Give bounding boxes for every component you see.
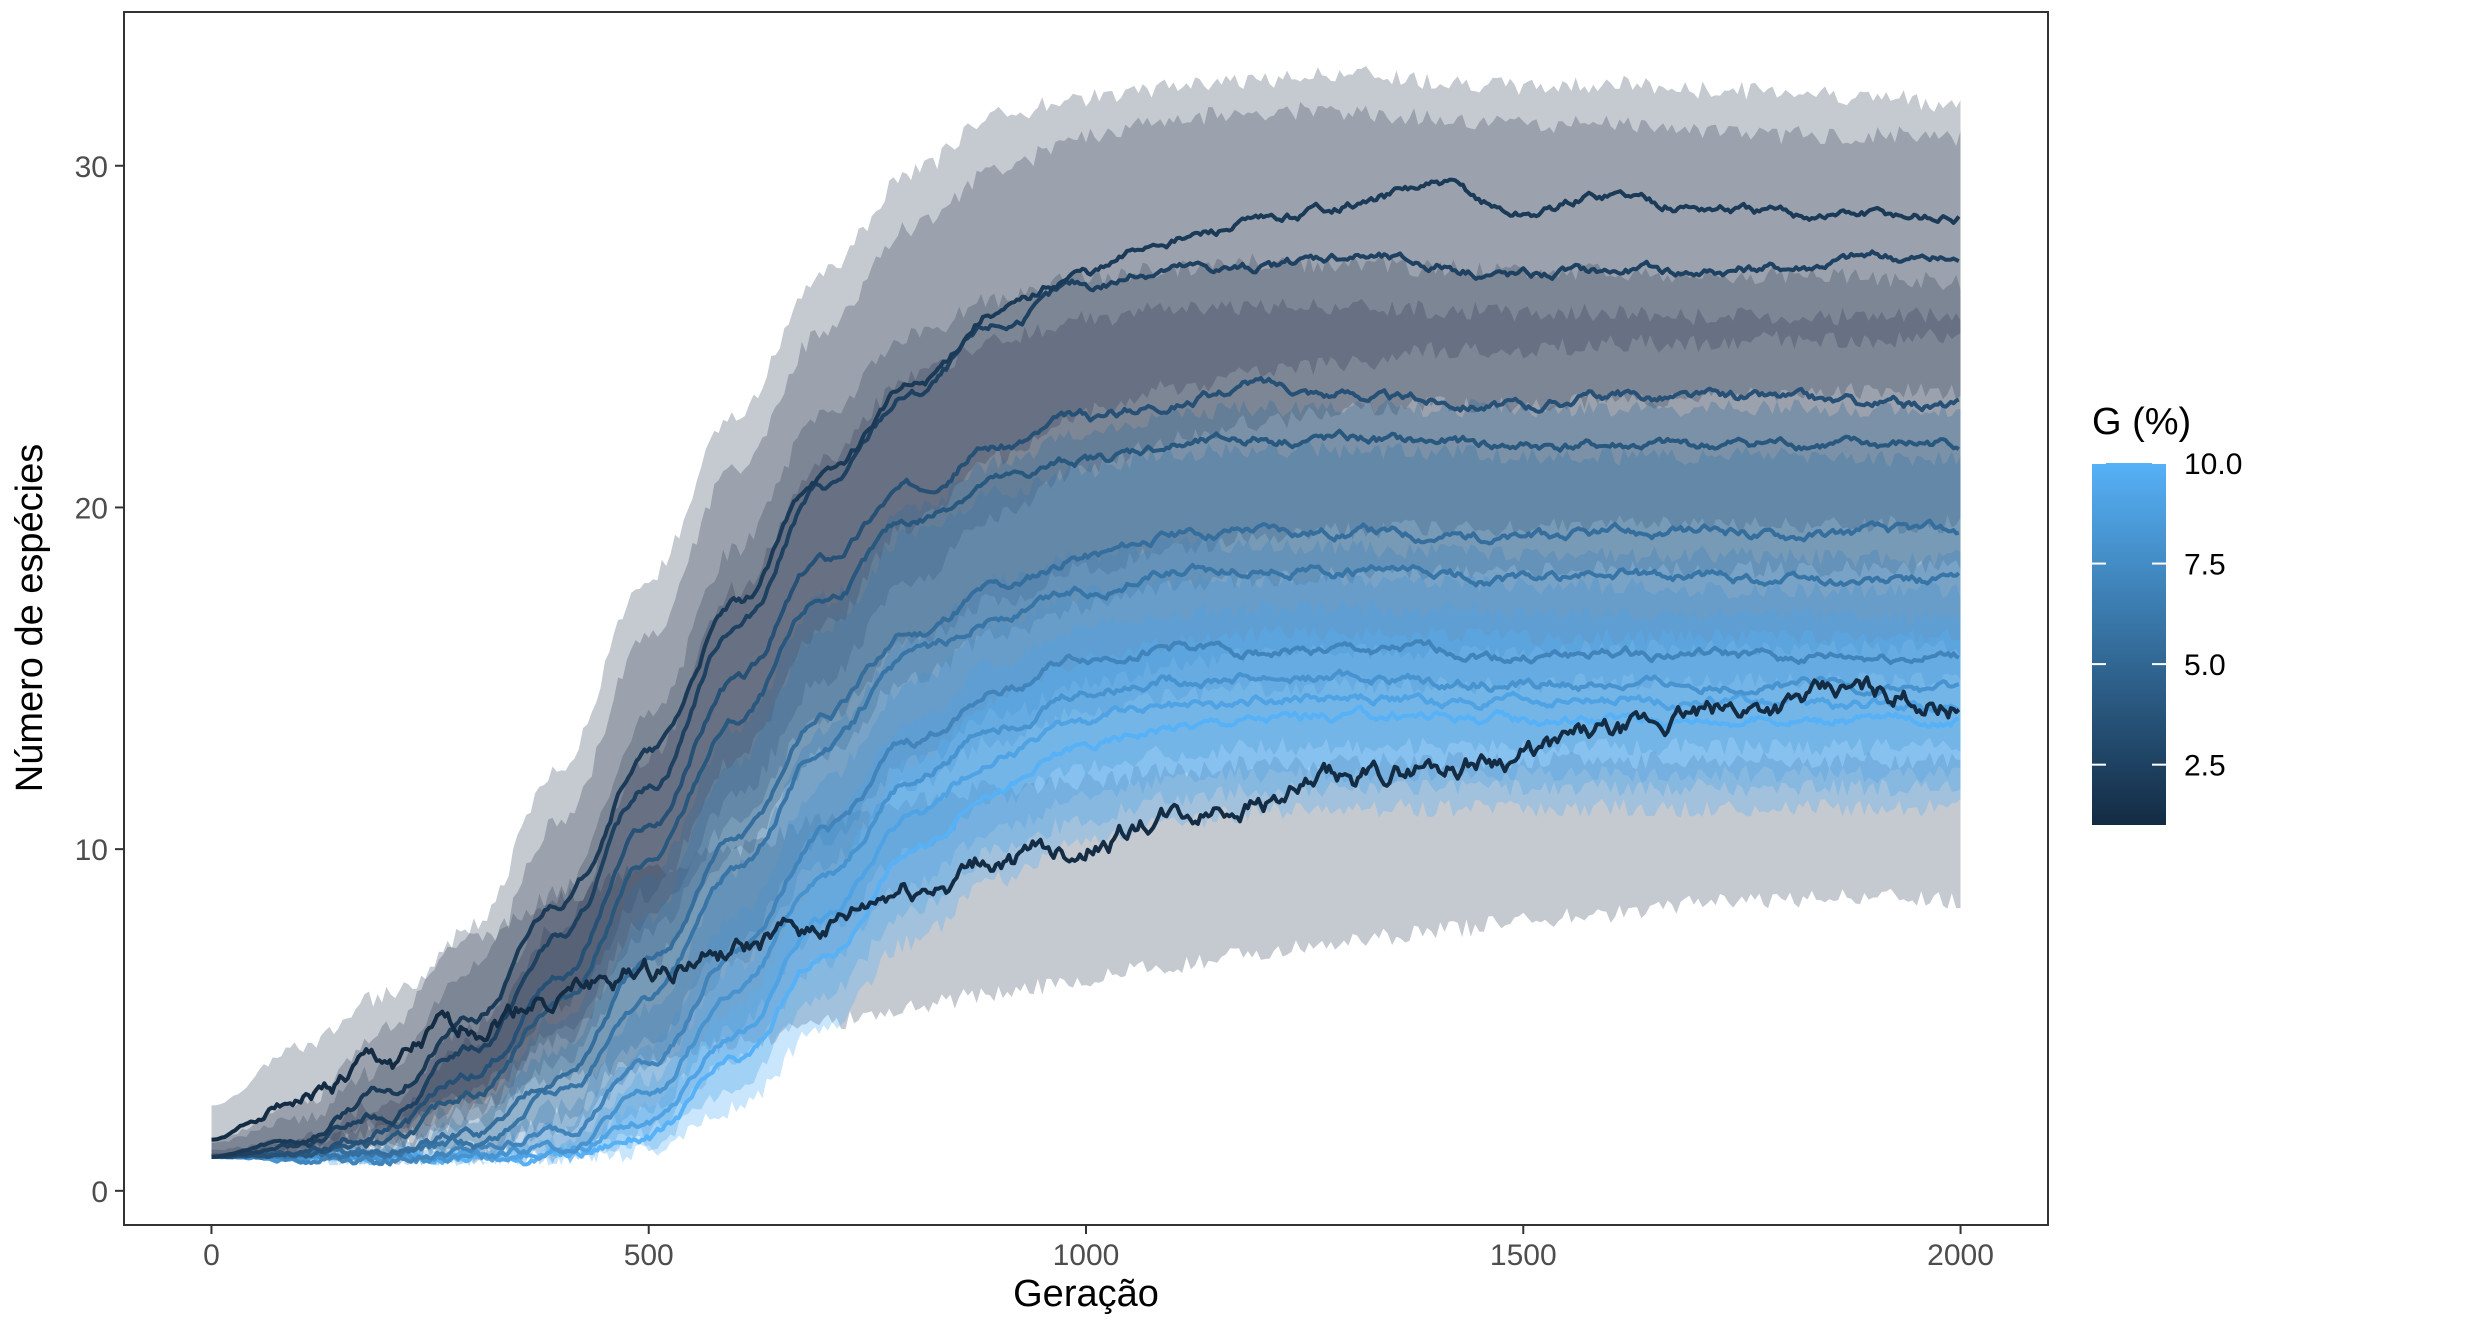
ribbon-g-7 bbox=[211, 536, 1961, 1165]
x-tick-label: 1000 bbox=[1053, 1239, 1120, 1272]
x-tick-label: 0 bbox=[203, 1239, 220, 1272]
ribbon-g-2.5 bbox=[211, 101, 1961, 1159]
series-line-g-5.5 bbox=[211, 518, 1960, 1160]
series-lines bbox=[211, 177, 1961, 1167]
ribbon-g-1 bbox=[211, 751, 1961, 1157]
legend-tick-label: 10.0 bbox=[2184, 448, 2242, 481]
y-tick-label: 0 bbox=[91, 1176, 108, 1209]
ribbon-g-6 bbox=[211, 440, 1961, 1165]
series-line-g-3.5 bbox=[211, 376, 1960, 1160]
x-tick-label: 500 bbox=[624, 1239, 674, 1272]
x-axis: 0 500 1000 1500 2000 bbox=[203, 1225, 1994, 1272]
y-axis-title: Número de espécies bbox=[9, 444, 51, 793]
x-tick-label: 2000 bbox=[1927, 1239, 1994, 1272]
legend-ticks: 2.5 5.0 7.5 10.0 bbox=[2092, 448, 2242, 783]
legend: G (%) 2.5 5.0 7.5 10.0 bbox=[2092, 401, 2242, 825]
ribbon-g-10 bbox=[211, 625, 1961, 1166]
series-line-g-6 bbox=[211, 562, 1961, 1161]
y-tick-label: 10 bbox=[75, 834, 108, 867]
legend-tick-label: 7.5 bbox=[2184, 549, 2226, 582]
series-line-g-1 bbox=[211, 675, 1961, 1142]
series-line-g-4 bbox=[211, 428, 1960, 1159]
legend-title: G (%) bbox=[2092, 401, 2191, 443]
ribbons bbox=[211, 66, 1961, 1166]
plot-background bbox=[124, 12, 2048, 1225]
legend-tick-label: 2.5 bbox=[2184, 750, 2226, 783]
x-tick-label: 1500 bbox=[1490, 1239, 1557, 1272]
series-line-g-7 bbox=[211, 639, 1960, 1167]
ribbon-g-9 bbox=[211, 597, 1961, 1166]
legend-colorbar bbox=[2092, 463, 2166, 825]
y-tick-label: 20 bbox=[75, 492, 108, 525]
series-line-g-8 bbox=[211, 668, 1960, 1165]
y-axis: 0 10 20 30 bbox=[75, 151, 124, 1209]
series-line-g-2 bbox=[211, 177, 1961, 1159]
series-line-g-9 bbox=[211, 690, 1961, 1163]
y-tick-label: 30 bbox=[75, 151, 108, 184]
legend-tick-label: 5.0 bbox=[2184, 649, 2226, 682]
ribbon-g-4 bbox=[211, 298, 1961, 1163]
x-axis-title: Geração bbox=[1013, 1273, 1159, 1315]
ribbon-g-3.5 bbox=[211, 253, 1961, 1161]
ribbon-g-2 bbox=[211, 66, 1961, 1158]
